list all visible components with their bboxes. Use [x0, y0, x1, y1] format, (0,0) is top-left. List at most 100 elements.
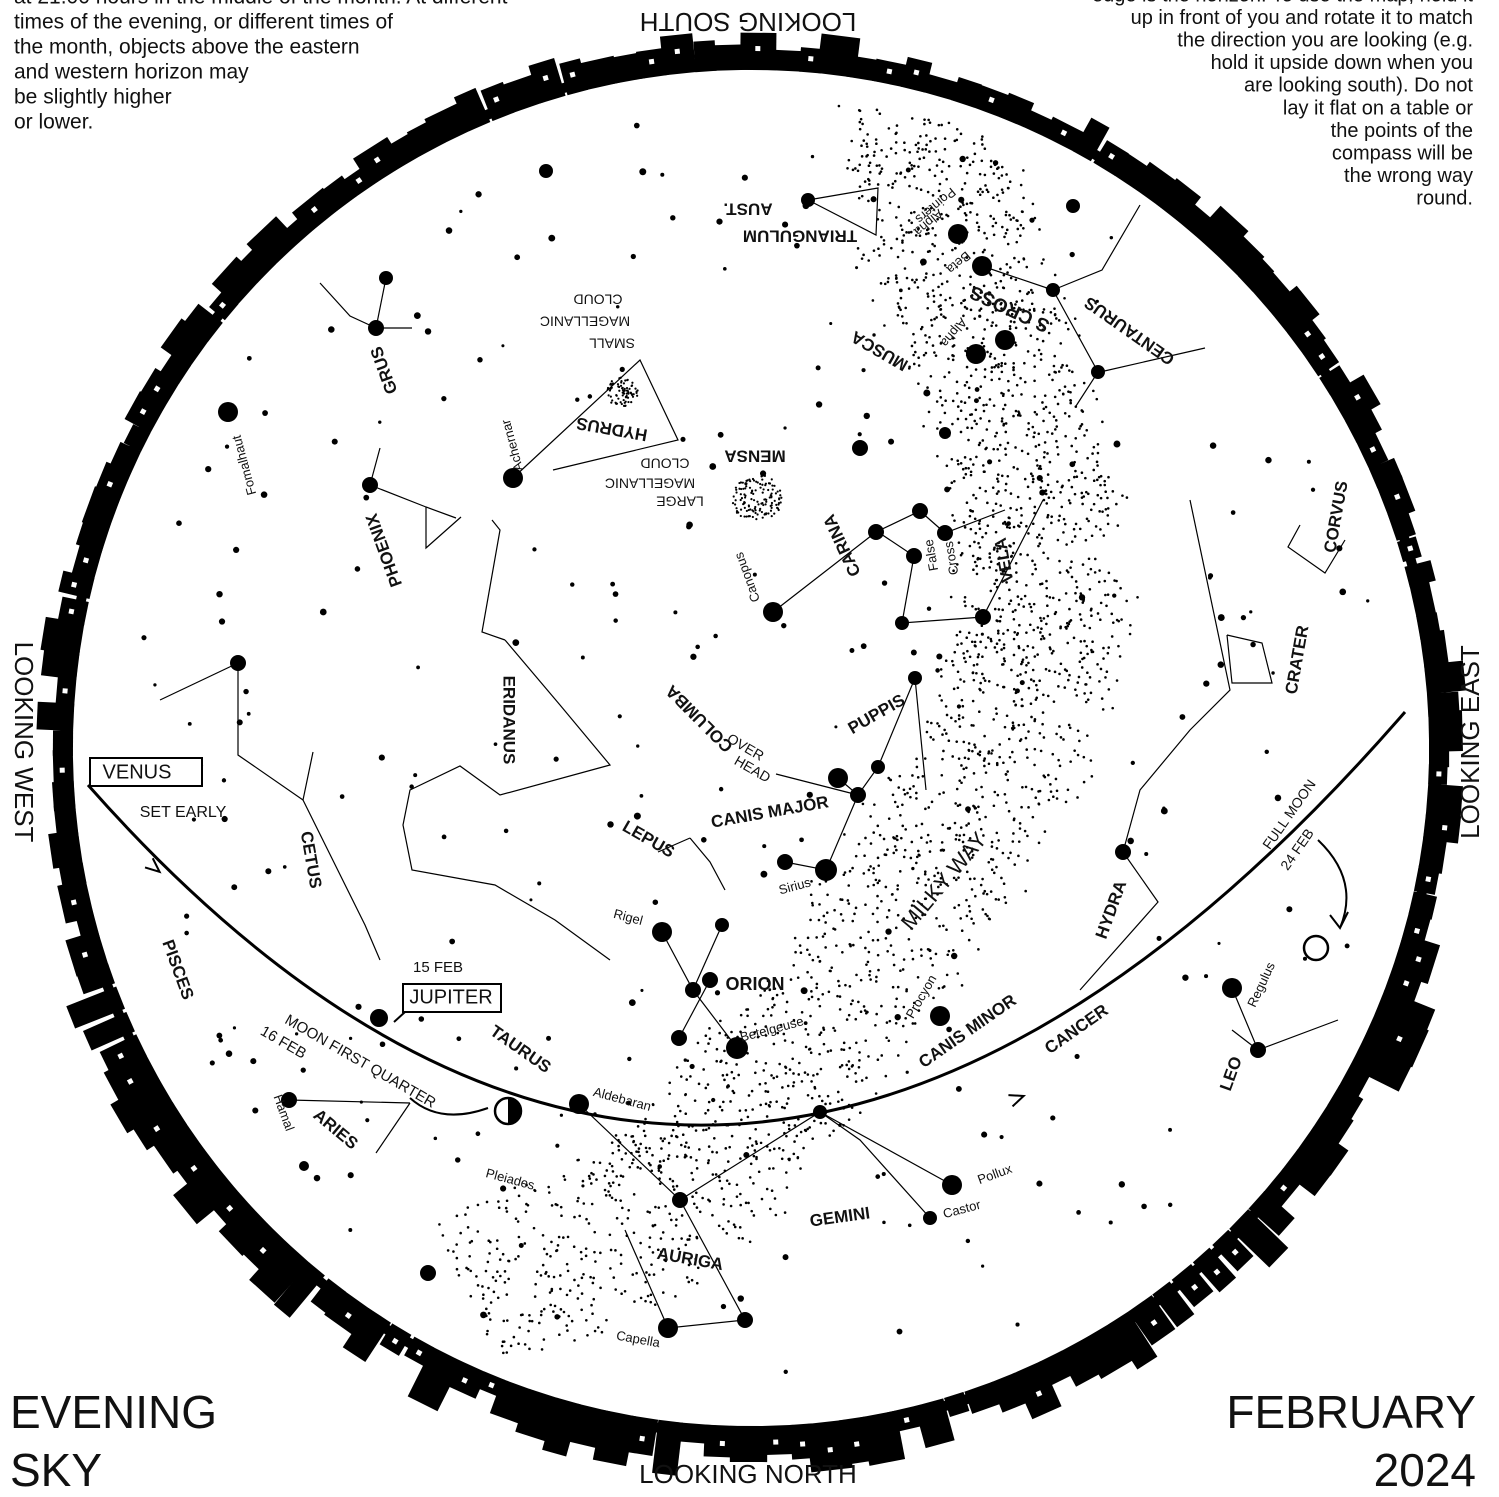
star — [908, 671, 922, 685]
milky-way-dot — [872, 939, 875, 942]
milky-way-dot — [969, 413, 972, 416]
milky-way-dot — [897, 986, 900, 989]
milky-way-dot — [697, 1042, 700, 1045]
milky-way-dot — [913, 175, 916, 178]
milky-way-dot — [1036, 536, 1039, 539]
milky-way-dot — [621, 1158, 624, 1161]
milky-way-dot — [765, 1103, 768, 1106]
milky-way-dot — [983, 328, 986, 331]
milky-way-dot — [970, 374, 973, 377]
milky-way-dot — [810, 893, 813, 896]
milky-way-dot — [943, 985, 946, 988]
milky-way-dot — [873, 249, 876, 252]
milky-way-dot — [911, 279, 914, 282]
milky-way-dot — [911, 345, 914, 348]
milky-way-dot — [927, 191, 930, 194]
milky-way-dot — [935, 150, 938, 153]
milky-way-dot — [684, 1154, 687, 1157]
milky-way-dot — [960, 133, 963, 136]
milky-way-dot — [705, 1128, 708, 1131]
milky-way-dot — [944, 148, 947, 151]
faint-star — [441, 396, 446, 401]
milky-way-dot — [1015, 562, 1018, 565]
milky-way-dot — [1096, 494, 1099, 497]
milky-way-dot — [469, 1295, 472, 1298]
faint-star — [1311, 488, 1315, 492]
milky-way-dot — [888, 817, 891, 820]
milky-way-dot — [1025, 656, 1028, 659]
milky-way-dot — [1030, 678, 1033, 681]
milky-way-dot — [1007, 187, 1010, 190]
milky-way-dot — [1111, 635, 1114, 638]
milky-way-dot — [581, 1277, 584, 1280]
milky-way-dot — [969, 655, 972, 658]
milky-way-dot — [924, 757, 927, 760]
milky-way-dot — [899, 172, 902, 175]
milky-way-dot — [612, 1181, 615, 1184]
milky-way-dot — [859, 1111, 862, 1114]
milky-way-dot — [875, 1092, 878, 1095]
milky-way-dot — [811, 1097, 814, 1100]
milky-way-dot — [993, 404, 996, 407]
milky-way-dot — [652, 1251, 655, 1254]
milky-way-dot — [1038, 534, 1041, 537]
milky-way-dot — [1007, 389, 1010, 392]
faint-star — [607, 821, 613, 827]
faint-star — [519, 1243, 524, 1248]
milky-way-dot — [708, 1145, 711, 1148]
milky-way-dot — [896, 238, 899, 241]
milky-way-dot — [1005, 232, 1008, 235]
faint-star — [762, 844, 766, 848]
milky-way-dot — [1046, 516, 1049, 519]
milky-way-dot — [919, 135, 922, 138]
milky-way-dot — [496, 1239, 499, 1242]
milky-way-dot — [566, 1263, 569, 1266]
milky-way-dot — [695, 1191, 698, 1194]
milky-way-dot — [921, 823, 924, 826]
milky-way-dot — [842, 919, 845, 922]
milky-way-dot — [851, 1064, 854, 1067]
cloud-dot — [756, 513, 758, 515]
milky-way-dot — [1039, 732, 1042, 735]
milky-way-dot — [740, 1118, 743, 1121]
milky-way-dot — [592, 1161, 595, 1164]
milky-way-dot — [981, 191, 984, 194]
milky-way-dot — [775, 1100, 778, 1103]
milky-way-dot — [983, 410, 986, 413]
faint-star — [958, 197, 964, 203]
milky-way-dot — [867, 885, 870, 888]
milky-way-dot — [476, 1230, 479, 1233]
milky-way-dot — [940, 675, 943, 678]
faint-star — [141, 635, 146, 640]
milky-way-dot — [590, 1304, 593, 1307]
milky-way-dot — [1006, 526, 1009, 529]
milky-way-dot — [981, 796, 984, 799]
milky-way-dot — [922, 425, 925, 428]
milky-way-dot — [868, 869, 871, 872]
milky-way-dot — [953, 906, 956, 909]
milky-way-dot — [1011, 727, 1014, 730]
milky-way-dot — [915, 758, 918, 761]
cloud-dot — [626, 389, 628, 391]
milky-way-dot — [501, 1345, 504, 1348]
milky-way-dot — [915, 187, 918, 190]
milky-way-dot — [758, 1170, 761, 1173]
milky-way-dot — [464, 1213, 467, 1216]
milky-way-dot — [648, 1274, 651, 1277]
milky-way-dot — [761, 1198, 764, 1201]
milky-way-dot — [820, 1031, 823, 1034]
milky-way-dot — [829, 1102, 832, 1105]
milky-way-dot — [955, 838, 958, 841]
milky-way-dot — [855, 907, 858, 910]
faint-star — [1006, 521, 1011, 526]
milky-way-dot — [926, 307, 929, 310]
faint-star — [1303, 957, 1307, 961]
milky-way-dot — [876, 921, 879, 924]
milky-way-dot — [1058, 599, 1061, 602]
milky-way-dot — [959, 205, 962, 208]
milky-way-dot — [1046, 431, 1049, 434]
milky-way-dot — [912, 1022, 915, 1025]
milky-way-dot — [985, 771, 988, 774]
milky-way-dot — [751, 1090, 754, 1093]
milky-way-dot — [604, 1175, 607, 1178]
